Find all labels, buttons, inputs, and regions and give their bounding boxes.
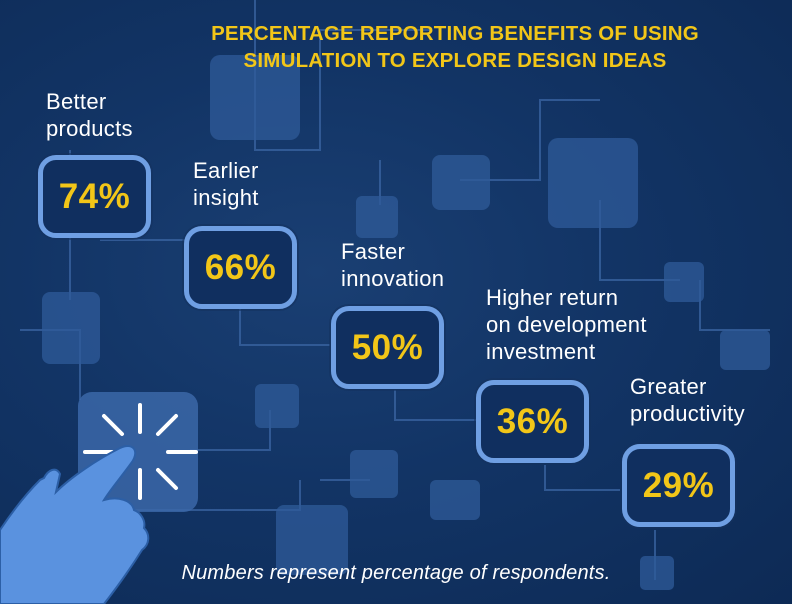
label-line: Higher return	[486, 285, 619, 310]
category-label-greater-productivity: Greater productivity	[630, 373, 745, 427]
value-label: 66%	[204, 247, 277, 287]
label-line: investment	[486, 339, 596, 364]
value-box-higher-return: 36%	[476, 380, 589, 463]
value-box-earlier-insight: 66%	[184, 226, 297, 309]
category-label-faster-innovation: Faster innovation	[341, 238, 444, 292]
label-line: products	[46, 116, 133, 141]
label-line: Better	[46, 89, 107, 114]
value-box-faster-innovation: 50%	[331, 306, 444, 389]
category-label-higher-return: Higher return on development investment	[486, 284, 647, 365]
footnote: Numbers represent percentage of responde…	[181, 562, 611, 584]
value-label: 50%	[351, 327, 424, 367]
label-line: innovation	[341, 266, 445, 291]
label-line: Greater	[630, 374, 707, 399]
category-label-earlier-insight: Earlier insight	[193, 157, 259, 211]
value-label: 29%	[642, 465, 715, 505]
label-line: Earlier	[193, 158, 259, 183]
chart-title-line-1: PERCENTAGE REPORTING BENEFITS OF USING	[211, 22, 699, 45]
label-line: on development	[486, 312, 647, 337]
label-line: productivity	[630, 401, 745, 426]
label-line: insight	[193, 185, 259, 210]
value-box-greater-productivity: 29%	[622, 444, 735, 527]
value-label: 74%	[58, 176, 131, 216]
category-label-better-products: Better products	[46, 88, 133, 142]
label-line: Faster	[341, 239, 406, 264]
pointing-hand-icon	[0, 444, 150, 604]
value-label: 36%	[496, 401, 569, 441]
chart-title: PERCENTAGE REPORTING BENEFITS OF USING S…	[120, 20, 790, 74]
chart-title-line-2: SIMULATION TO EXPLORE DESIGN IDEAS	[243, 49, 667, 72]
value-box-better-products: 74%	[38, 155, 151, 238]
